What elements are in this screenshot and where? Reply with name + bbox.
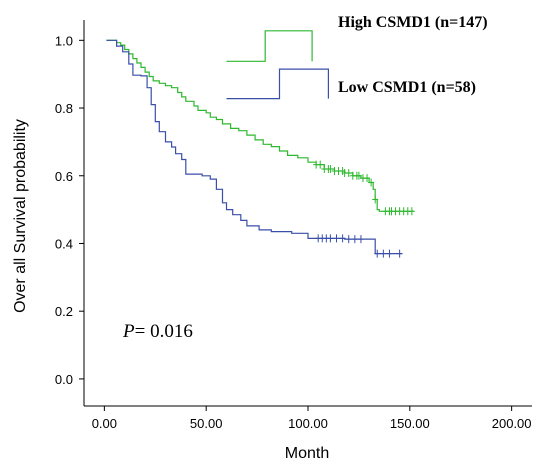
y-tick-label: 0.6: [55, 169, 73, 184]
y-tick-label: 0.0: [55, 372, 73, 387]
x-axis-title: Month: [285, 445, 329, 462]
censor-mark-low: [351, 235, 358, 244]
x-tick-label: 150.00: [390, 416, 430, 431]
legend-swatch-low: [226, 68, 329, 100]
censor-mark-high: [317, 160, 324, 169]
legend-label-high: High CSMD1 (n=147): [338, 14, 488, 31]
series-layer: [106, 39, 415, 258]
legend: High CSMD1 (n=147) Low CSMD1 (n=58): [226, 14, 488, 100]
censor-mark-high: [408, 207, 415, 216]
axis-ticks: 0.00 50.00 100.00 150.00 200.00 0.0 0.2 0.4 0.6 0…: [55, 33, 532, 431]
censor-mark-low: [374, 249, 381, 258]
censor-mark-low: [357, 235, 364, 244]
series-line-high: [106, 39, 414, 212]
censor-mark-low: [386, 249, 393, 258]
censor-mark-low: [333, 234, 340, 243]
axes: [83, 20, 532, 407]
y-tick-label: 1.0: [55, 33, 73, 48]
p-value-annotation: P= 0.016: [122, 321, 193, 342]
p-value-label: P: [122, 321, 135, 342]
legend-swatch-high: [226, 30, 313, 62]
y-axis-title: Over all Survival probability: [12, 119, 29, 313]
censor-mark-low: [339, 234, 346, 243]
y-tick-label: 0.8: [55, 101, 73, 116]
censor-mark-high: [345, 169, 352, 178]
censor-mark-high: [355, 171, 362, 180]
x-tick-label: 50.00: [190, 416, 223, 431]
censor-mark-high: [364, 174, 371, 183]
series-line-low: [106, 39, 402, 255]
censor-mark-low: [396, 249, 403, 258]
censor-mark-high: [327, 164, 334, 173]
censor-mark-high: [372, 195, 379, 204]
censor-mark-low: [380, 249, 387, 258]
censor-mark-high: [368, 178, 375, 187]
x-tick-label: 0.00: [92, 416, 117, 431]
y-tick-label: 0.4: [55, 236, 73, 251]
x-tick-label: 100.00: [288, 416, 328, 431]
y-tick-label: 0.2: [55, 304, 73, 319]
x-tick-label: 200.00: [492, 416, 532, 431]
legend-label-low: Low CSMD1 (n=58): [338, 79, 476, 96]
censor-mark-low: [327, 234, 334, 243]
censor-mark-low: [345, 235, 352, 244]
p-value-text: = 0.016: [135, 321, 193, 342]
